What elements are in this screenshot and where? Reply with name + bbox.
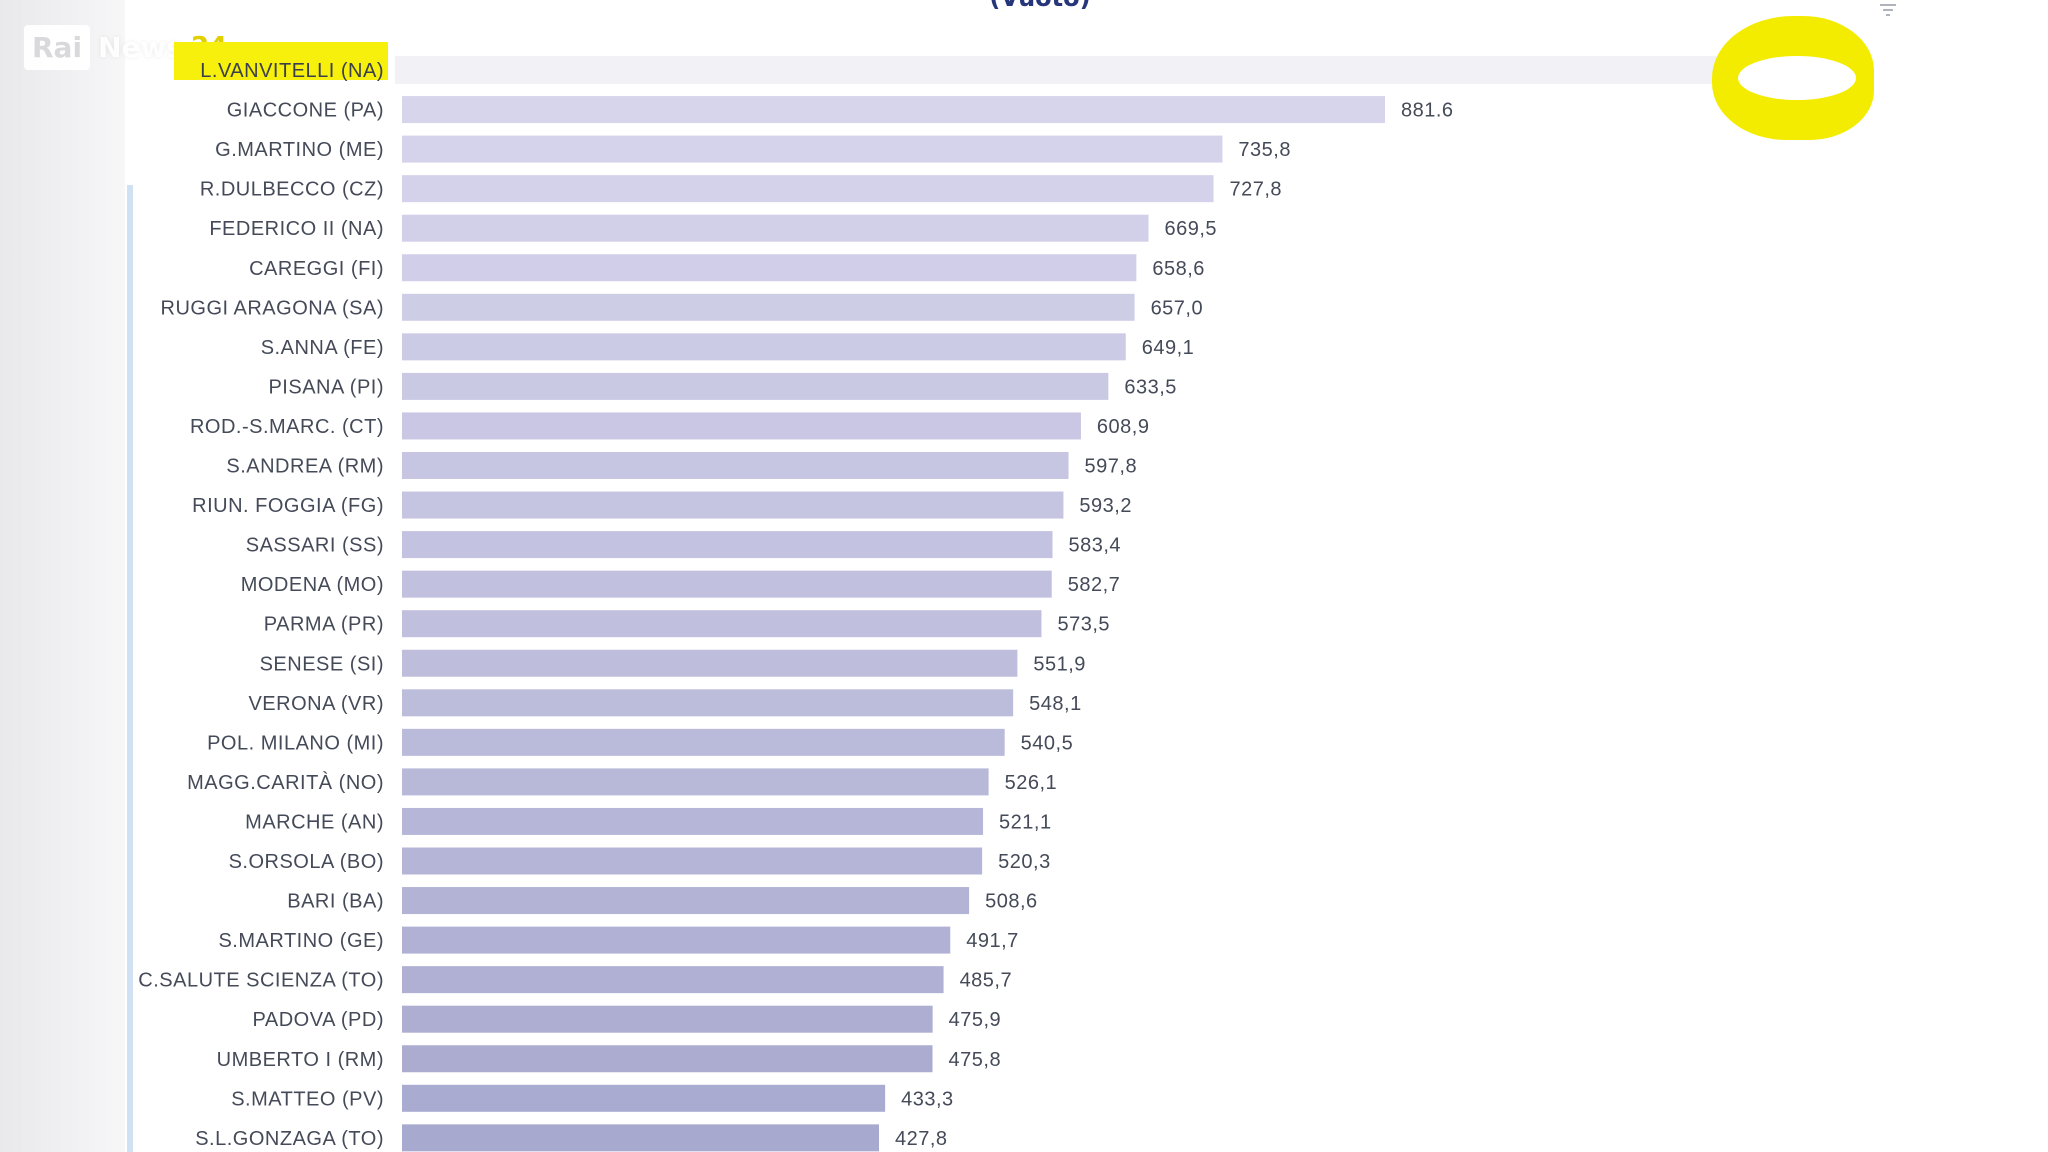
bar[interactable] [402,847,983,875]
logo-rai: Rai [24,24,91,70]
category-label: MAGG.CARITÀ (NO) [187,771,384,794]
value-label: 540,5 [1021,732,1074,754]
bar[interactable] [402,926,951,954]
bars-group: L.VANVITELLI (NA) GIACCONE (PA) 881.6 G.MAR… [138,60,1453,1152]
value-label: 608,9 [1097,416,1150,438]
value-label: 548,1 [1029,693,1082,715]
category-label: S.ANNA (FE) [261,337,384,359]
category-label: GIACCONE (PA) [227,100,384,122]
value-label: 727,8 [1230,179,1283,201]
bar[interactable] [402,412,1081,440]
category-label: SASSARI (SS) [246,535,384,557]
bar[interactable] [402,887,970,915]
bar[interactable] [402,807,984,835]
category-label: CAREGGI (FI) [249,258,384,280]
category-label: MODENA (MO) [241,574,384,596]
bar[interactable] [402,728,1005,756]
category-label: R.DULBECCO (CZ) [200,179,384,201]
category-label: VERONA (VR) [248,693,384,715]
bar[interactable] [402,610,1042,638]
value-label: 583,4 [1069,535,1122,557]
bar[interactable] [402,689,1014,717]
bar[interactable] [402,452,1069,479]
value-label: 475,8 [949,1049,1002,1071]
value-label: 491,7 [966,930,1019,952]
value-label: 551,9 [1033,653,1086,675]
value-label: 573,5 [1057,614,1110,636]
category-label: S.ANDREA (RM) [226,456,384,478]
category-label: PISANA (PI) [268,376,384,398]
blurred-left-panel [0,0,125,1152]
category-label: FEDERICO II (NA) [209,218,384,240]
category-label: C.SALUTE SCIENZA (TO) [138,970,384,992]
category-label: BARI (BA) [287,891,384,913]
left-accent-line [127,185,133,1152]
category-label: RUGGI ARAGONA (SA) [161,297,384,319]
category-label: S.L.GONZAGA (TO) [195,1128,384,1150]
category-label: SENESE (SI) [260,653,384,675]
value-label: 593,2 [1079,495,1132,517]
bar[interactable] [402,1005,933,1033]
value-label: 520,3 [998,851,1051,873]
value-label: 633,5 [1124,376,1177,398]
category-label: RIUN. FOGGIA (FG) [192,495,384,517]
category-label: PARMA (PR) [264,614,384,636]
category-label: L.VANVITELLI (NA) [200,60,384,82]
bar[interactable] [402,1124,880,1152]
bar[interactable] [402,1045,933,1073]
bar[interactable] [402,768,989,796]
bar[interactable] [402,333,1126,361]
bar[interactable] [402,175,1214,203]
chart-title: (Vuoto) [980,0,1100,12]
value-label: 735,8 [1238,139,1291,161]
bar[interactable] [402,293,1135,321]
value-label: 475,9 [949,1009,1002,1031]
filter-icon[interactable] [1878,2,1898,18]
yellow-highlight-annotation [1712,16,1874,140]
category-label: G.MARTINO (ME) [215,139,384,161]
bar[interactable] [402,649,1018,677]
category-label: ROD.-S.MARC. (CT) [190,416,384,438]
bar[interactable] [402,135,1223,163]
value-label: 485,7 [960,970,1013,992]
value-label: 433,3 [901,1088,954,1110]
value-label: 521,1 [999,811,1052,833]
bar[interactable] [402,570,1052,598]
value-label: 427,8 [895,1128,948,1150]
value-label: 508,6 [985,891,1038,913]
bar[interactable] [402,491,1064,519]
category-label: POL. MILANO (MI) [207,732,384,754]
bar[interactable] [402,966,944,994]
value-label: 881.6 [1401,100,1454,122]
category-label: S.MARTINO (GE) [218,930,384,952]
value-label: 582,7 [1068,574,1121,596]
category-label: S.MATTEO (PV) [231,1088,384,1110]
bar[interactable] [402,96,1385,124]
bar[interactable] [402,1084,886,1112]
bar[interactable] [402,531,1053,559]
bar[interactable] [402,214,1149,242]
category-label: MARCHE (AN) [245,811,384,833]
value-label: 657,0 [1151,297,1204,319]
bar[interactable] [402,254,1137,282]
value-label: 658,6 [1152,258,1205,280]
logo-news: News [98,30,184,64]
value-label: 669,5 [1165,218,1218,240]
category-label: S.ORSOLA (BO) [229,851,384,873]
value-label: 649,1 [1142,337,1195,359]
highlighted-category-box [174,42,388,80]
value-label: 597,8 [1085,456,1138,478]
value-label: 526,1 [1005,772,1058,794]
first-row-band [395,56,1725,84]
category-label: UMBERTO I (RM) [217,1049,384,1071]
category-label: PADOVA (PD) [253,1009,384,1031]
bar[interactable] [402,372,1109,400]
